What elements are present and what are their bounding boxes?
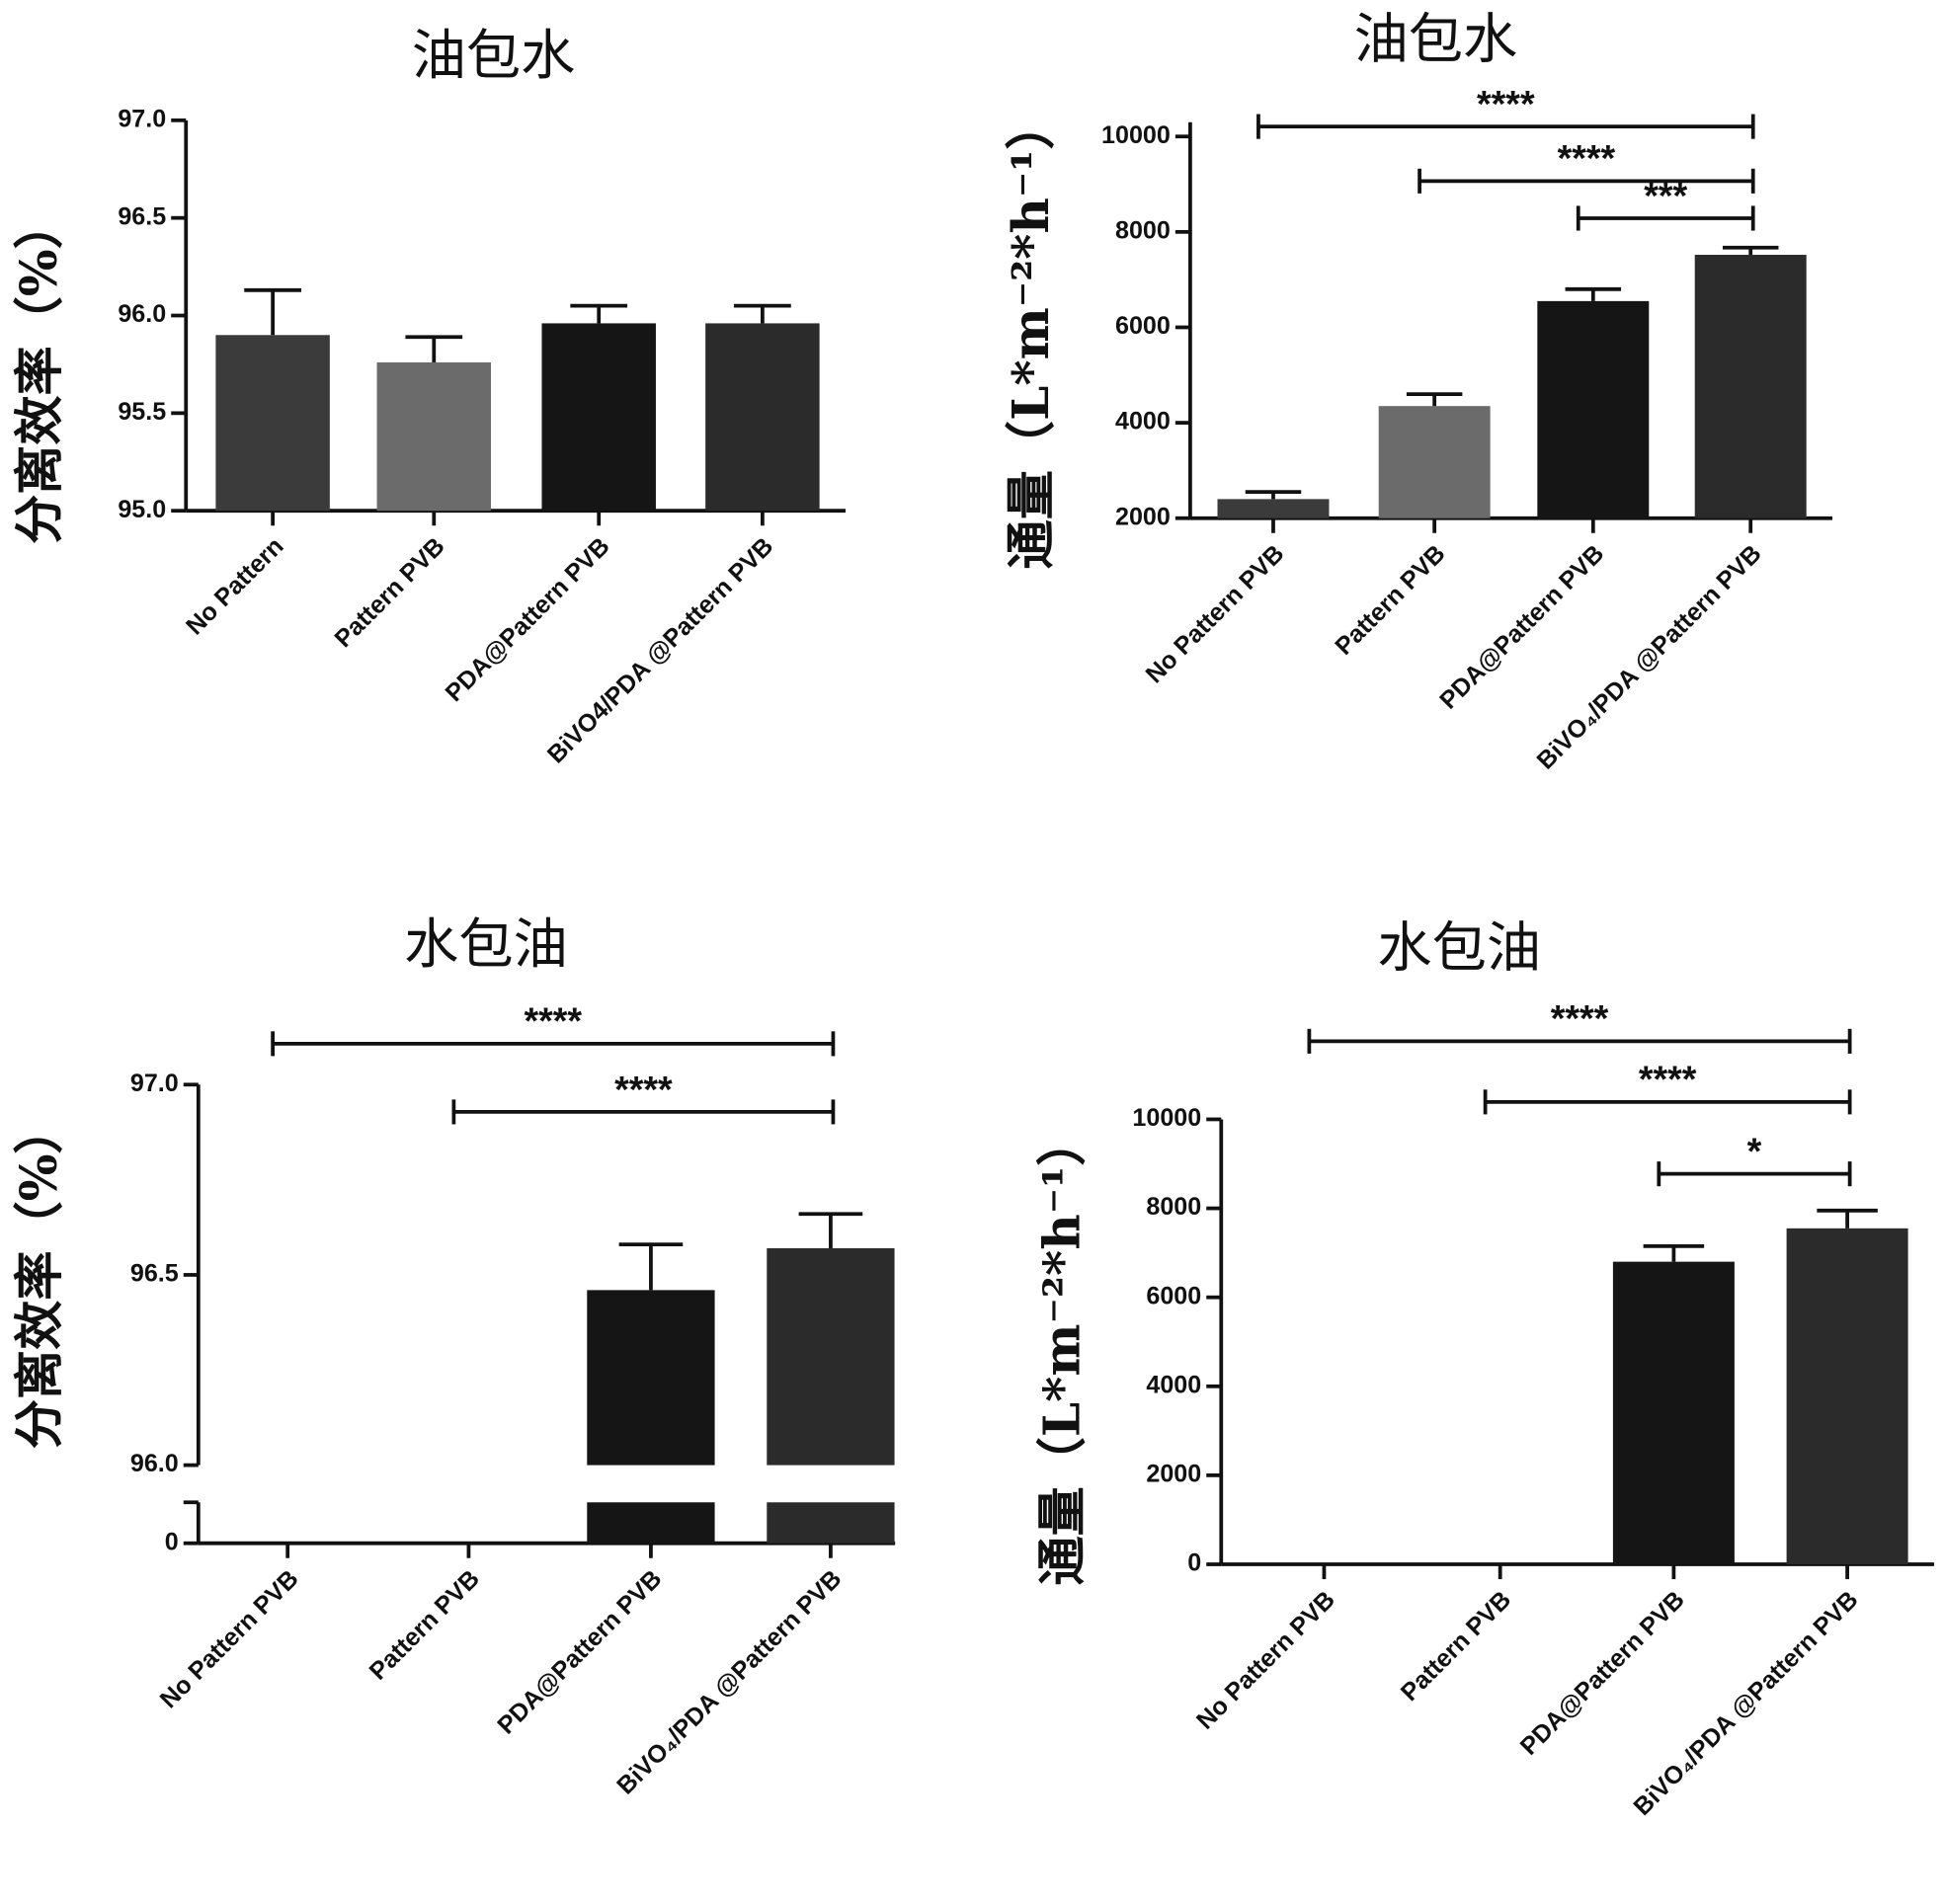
chart-title: 油包水 xyxy=(412,25,576,86)
bar xyxy=(376,361,492,512)
bar xyxy=(1694,255,1807,518)
x-tick-label: Pattern PVB xyxy=(1396,1586,1516,1706)
y-tick-label: 6000 xyxy=(1146,1282,1201,1309)
y-tick-label: 0 xyxy=(165,1528,179,1555)
y-tick-label: 10000 xyxy=(1101,121,1171,149)
significance-label: *** xyxy=(1644,175,1687,216)
y-tick-label: 2000 xyxy=(1115,503,1171,530)
y-tick-label: 96.5 xyxy=(130,1260,179,1288)
y-tick-label: 8000 xyxy=(1146,1193,1201,1221)
bar xyxy=(587,1290,715,1466)
y-axis-label: 通量（L*m⁻²*h⁻¹） xyxy=(1002,100,1060,569)
x-tick-label: No Pattern PVB xyxy=(155,1564,304,1713)
significance-label: **** xyxy=(1551,997,1609,1039)
bar xyxy=(1217,499,1330,518)
x-tick-label: PDA@Pattern PVB xyxy=(492,1564,667,1739)
significance-label: **** xyxy=(1558,137,1616,179)
significance-label: **** xyxy=(524,1000,582,1042)
bar xyxy=(541,323,656,512)
chart-title: 水包油 xyxy=(1377,917,1541,979)
y-tick-label: 2000 xyxy=(1146,1461,1201,1488)
y-tick-label: 10000 xyxy=(1132,1104,1201,1132)
y-tick-label: 96.0 xyxy=(118,300,166,328)
bar xyxy=(215,335,330,512)
x-tick-label: No Pattern xyxy=(181,532,289,641)
y-tick-label: 96.0 xyxy=(130,1450,179,1477)
y-axis-label: 分离效率（%） xyxy=(10,1104,68,1449)
x-tick-label: No Pattern PVB xyxy=(1141,539,1290,688)
y-tick-label: 6000 xyxy=(1115,312,1171,340)
bar xyxy=(1786,1228,1908,1565)
x-tick-label: Pattern PVB xyxy=(329,532,449,653)
y-axis-label: 分离效率（%） xyxy=(10,199,68,544)
y-tick-label: 8000 xyxy=(1115,216,1171,244)
y-tick-label: 96.5 xyxy=(118,202,166,230)
y-tick-label: 0 xyxy=(1187,1549,1201,1577)
x-tick-label: PDA@Pattern PVB xyxy=(1434,539,1609,714)
x-tick-label: PDA@Pattern PVB xyxy=(441,532,615,707)
bar xyxy=(1378,406,1491,518)
y-tick-label: 97.0 xyxy=(130,1070,179,1097)
x-tick-label: Pattern PVB xyxy=(364,1564,485,1685)
significance-label: **** xyxy=(1639,1059,1697,1100)
chart-title: 油包水 xyxy=(1354,9,1518,70)
y-tick-label: 95.5 xyxy=(118,398,166,426)
bar xyxy=(767,1502,895,1544)
bar xyxy=(1537,300,1650,518)
bar xyxy=(767,1247,895,1466)
x-tick-label: No Pattern PVB xyxy=(1191,1586,1340,1735)
significance-label: **** xyxy=(614,1069,673,1110)
y-tick-label: 4000 xyxy=(1146,1371,1201,1398)
x-tick-label: PDA@Pattern PVB xyxy=(1515,1586,1690,1761)
x-tick-label: Pattern PVB xyxy=(1330,539,1450,660)
significance-label: **** xyxy=(1477,83,1535,124)
y-tick-label: 97.0 xyxy=(118,105,166,132)
y-tick-label: 4000 xyxy=(1115,408,1171,436)
bar xyxy=(705,323,820,512)
y-axis-label: 通量（L*m⁻²*h⁻¹） xyxy=(1032,1117,1091,1586)
bar xyxy=(587,1502,715,1544)
chart-title: 水包油 xyxy=(404,913,568,975)
bar xyxy=(1612,1261,1735,1565)
y-tick-label: 95.0 xyxy=(118,496,166,523)
significance-label: * xyxy=(1747,1131,1762,1172)
